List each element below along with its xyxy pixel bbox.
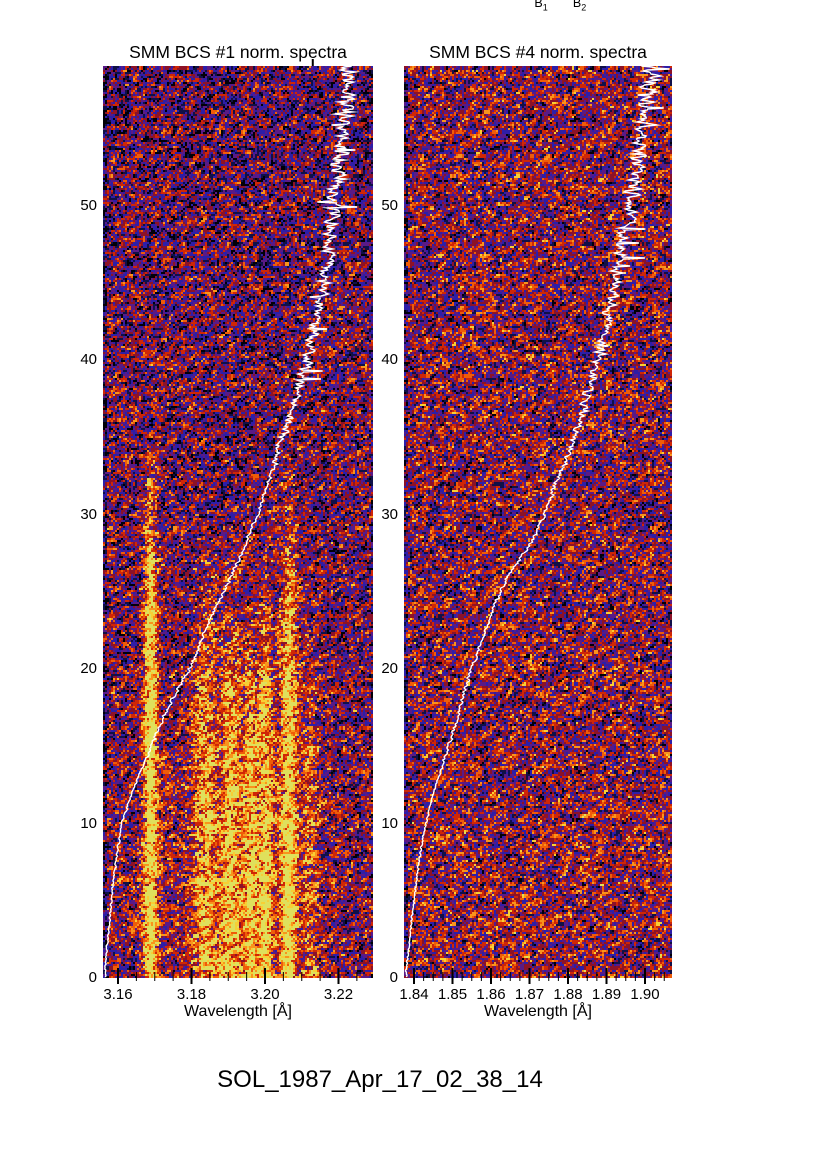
y-tick-label: 20 bbox=[80, 660, 97, 678]
y-tick-label: 30 bbox=[80, 505, 97, 523]
panel2-title: SMM BCS #4 norm. spectra bbox=[429, 42, 647, 62]
panel1-x-axis-title: Wavelength [Å] bbox=[184, 1003, 292, 1020]
x-tick-label: 3.16 bbox=[103, 986, 133, 1003]
panel1-title: SMM BCS #1 norm. spectra bbox=[129, 42, 347, 62]
y-tick-label: 20 bbox=[381, 660, 398, 678]
y-tick-label: 50 bbox=[381, 197, 398, 214]
y-tick-label: 40 bbox=[381, 351, 398, 369]
x-tick-label: 1.87 bbox=[514, 986, 545, 1003]
x-tick-label: 1.88 bbox=[553, 986, 583, 1003]
figure-caption: SOL_1987_Apr_17_02_38_14 bbox=[217, 1066, 543, 1093]
y-tick-label: 0 bbox=[389, 969, 398, 986]
line-marker-label-B1: B1 bbox=[534, 0, 548, 13]
line-marker-label-B2: B2 bbox=[572, 0, 587, 13]
y-tick-label: 30 bbox=[381, 505, 398, 523]
x-tick-label: 1.89 bbox=[591, 986, 622, 1003]
x-tick-label: 3.18 bbox=[176, 986, 207, 1003]
x-tick-label: 1.84 bbox=[399, 986, 429, 1003]
y-tick-label: 10 bbox=[80, 814, 97, 832]
y-tick-label: 0 bbox=[88, 969, 97, 986]
panel2-x-axis-title: Wavelength [Å] bbox=[484, 1003, 592, 1020]
x-tick-label: 1.90 bbox=[630, 986, 660, 1003]
x-tick-label: 3.20 bbox=[250, 986, 280, 1003]
x-tick-label: 1.86 bbox=[476, 986, 506, 1003]
x-tick-label: 1.85 bbox=[437, 986, 468, 1003]
y-tick-label: 40 bbox=[80, 351, 97, 369]
x-tick-label: 3.22 bbox=[323, 986, 354, 1003]
y-tick-label: 50 bbox=[80, 197, 97, 214]
y-tick-label: 10 bbox=[381, 814, 398, 832]
